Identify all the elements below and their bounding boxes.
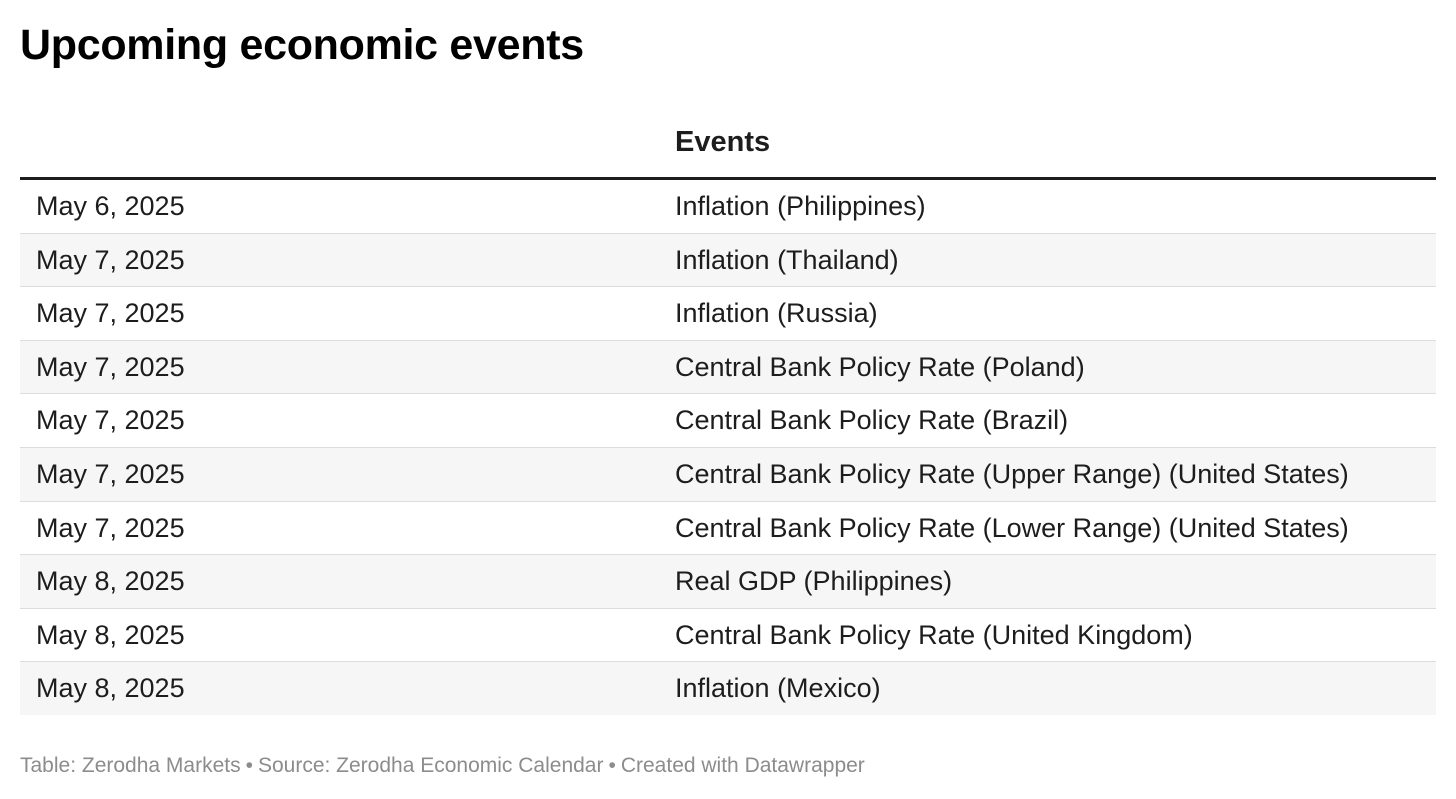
table-row: May 8, 2025 Real GDP (Philippines) — [20, 555, 1436, 609]
page-title: Upcoming economic events — [20, 21, 584, 69]
footer-credits: Table: Zerodha Markets • Source: Zerodha E… — [20, 752, 865, 780]
table-row: May 6, 2025 Inflation (Philippines) — [20, 180, 1436, 234]
column-header-events: Events — [675, 126, 771, 158]
date-cell: May 7, 2025 — [36, 405, 185, 436]
table-row: May 8, 2025 Inflation (Mexico) — [20, 662, 1436, 715]
date-cell: May 7, 2025 — [36, 244, 185, 275]
table-header-row: Events — [20, 110, 1436, 180]
event-cell: Real GDP (Philippines) — [675, 566, 953, 597]
event-cell: Central Bank Policy Rate (Lower Range) (… — [675, 512, 1349, 543]
date-cell: May 8, 2025 — [36, 566, 185, 597]
footer-separator: • — [608, 754, 616, 777]
table-row: May 7, 2025 Central Bank Policy Rate (Upp… — [20, 447, 1436, 502]
date-cell: May 7, 2025 — [36, 351, 185, 382]
table-row: May 7, 2025 Inflation (Russia) — [20, 287, 1436, 341]
date-cell: May 8, 2025 — [36, 619, 185, 650]
date-cell: May 7, 2025 — [36, 458, 185, 489]
date-cell: May 7, 2025 — [36, 298, 185, 329]
event-cell: Central Bank Policy Rate (Poland) — [675, 351, 1085, 382]
date-cell: May 8, 2025 — [36, 673, 185, 704]
table-credit: Table: Zerodha Markets — [20, 754, 241, 777]
event-cell: Central Bank Policy Rate (Upper Range) (… — [675, 458, 1349, 489]
event-cell: Central Bank Policy Rate (United Kingdom… — [675, 619, 1193, 650]
source-credit: Source: Zerodha Economic Calendar — [257, 754, 604, 777]
event-cell: Inflation (Philippines) — [675, 191, 926, 221]
table-row: May 7, 2025 Central Bank Policy Rate (Pol… — [20, 340, 1436, 395]
date-cell: May 7, 2025 — [36, 512, 185, 543]
events-table: Events May 6, 2025 Inflation (Philippines… — [20, 110, 1436, 715]
table-row: May 7, 2025 Central Bank Policy Rate (Bra… — [20, 394, 1436, 448]
footer-separator: • — [245, 754, 253, 777]
table-row: May 7, 2025 Central Bank Policy Rate (Low… — [20, 502, 1436, 556]
created-with-credit: Created with Datawrapper — [620, 754, 865, 777]
date-cell: May 6, 2025 — [36, 191, 185, 221]
table-row: May 7, 2025 Inflation (Thailand) — [20, 233, 1436, 288]
event-cell: Inflation (Russia) — [675, 298, 878, 329]
table-body: May 6, 2025 Inflation (Philippines) May 7,… — [20, 180, 1436, 715]
table-row: May 8, 2025 Central Bank Policy Rate (Uni… — [20, 609, 1436, 663]
event-cell: Inflation (Mexico) — [675, 673, 881, 704]
event-cell: Inflation (Thailand) — [675, 244, 899, 275]
event-cell: Central Bank Policy Rate (Brazil) — [675, 405, 1069, 436]
